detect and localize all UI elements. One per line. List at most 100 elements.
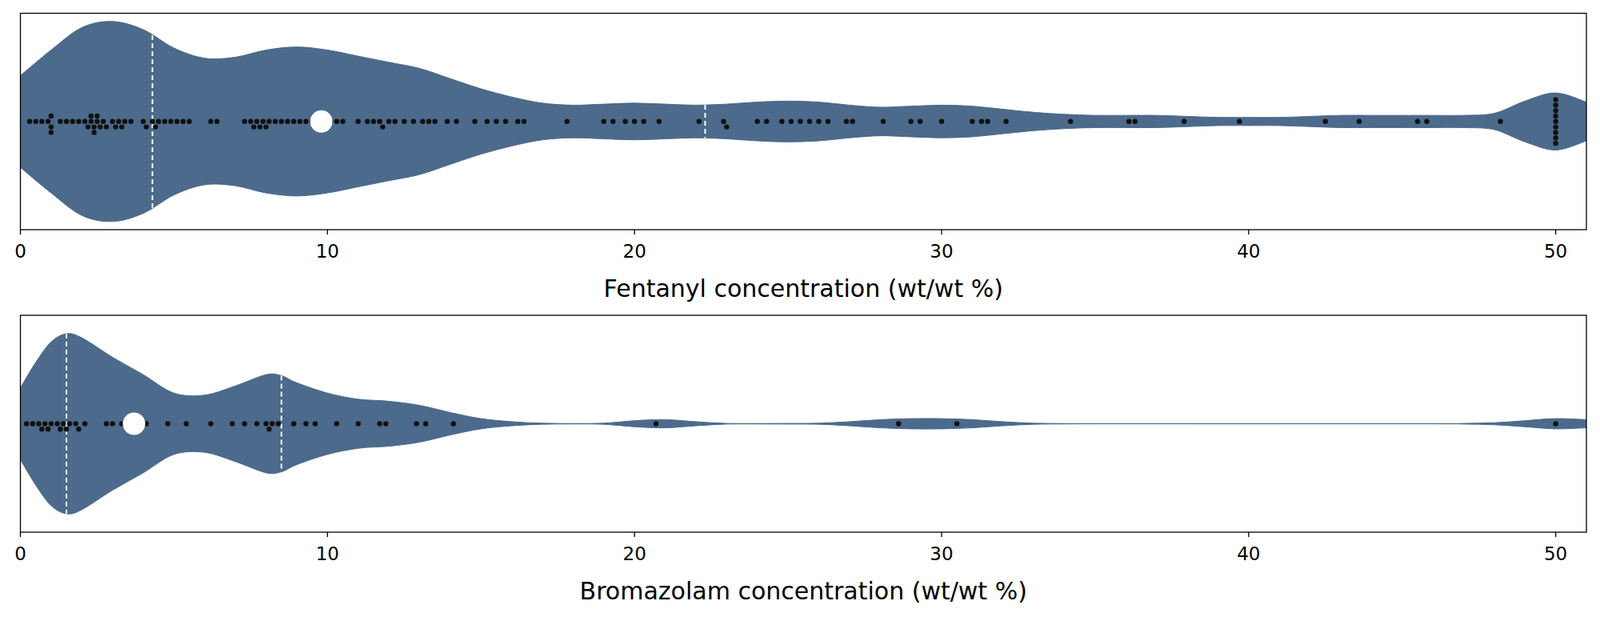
data-point bbox=[27, 119, 32, 124]
data-point bbox=[1236, 119, 1242, 124]
data-point bbox=[386, 119, 392, 124]
data-point bbox=[472, 119, 477, 124]
x-tick-label: 50 bbox=[1544, 240, 1568, 262]
data-point bbox=[383, 420, 388, 426]
data-point bbox=[184, 420, 189, 426]
x-tick-label: 40 bbox=[1236, 543, 1260, 564]
median-marker bbox=[310, 110, 333, 133]
data-point bbox=[67, 420, 72, 426]
data-point bbox=[165, 420, 171, 426]
background bbox=[0, 0, 1600, 621]
data-point bbox=[279, 119, 284, 124]
data-point bbox=[122, 119, 128, 124]
data-point bbox=[91, 129, 96, 135]
chart: 01020304050Bromazolam concentration (wt/… bbox=[14, 315, 1587, 605]
data-point bbox=[423, 420, 428, 426]
data-point bbox=[291, 119, 296, 124]
x-tick-label: 30 bbox=[929, 240, 953, 262]
data-point bbox=[149, 119, 155, 124]
data-point bbox=[954, 420, 960, 426]
x-tick-label: 20 bbox=[623, 240, 647, 262]
x-tick-label: 0 bbox=[14, 240, 27, 262]
data-point bbox=[54, 420, 60, 426]
data-point bbox=[503, 119, 508, 124]
data-point bbox=[764, 119, 769, 124]
data-point bbox=[411, 119, 416, 124]
data-point bbox=[64, 426, 69, 432]
data-point bbox=[82, 119, 88, 124]
data-point bbox=[521, 119, 527, 124]
data-point bbox=[45, 426, 51, 432]
data-point bbox=[104, 124, 109, 129]
data-point bbox=[1497, 119, 1503, 124]
data-point bbox=[1323, 119, 1328, 124]
data-point bbox=[241, 420, 247, 426]
data-point bbox=[696, 119, 702, 124]
data-point bbox=[969, 119, 975, 124]
data-point bbox=[979, 119, 984, 124]
data-point bbox=[186, 119, 192, 124]
x-tick bbox=[20, 532, 21, 537]
data-point bbox=[144, 124, 149, 129]
data-point bbox=[444, 119, 450, 124]
data-point bbox=[334, 119, 340, 124]
data-point bbox=[371, 119, 376, 124]
data-point bbox=[57, 426, 63, 432]
axes-frame bbox=[20, 315, 1588, 532]
data-point bbox=[1552, 129, 1558, 135]
data-point bbox=[48, 124, 54, 129]
x-tick bbox=[940, 229, 942, 235]
data-point bbox=[816, 119, 821, 124]
data-point bbox=[57, 119, 63, 124]
x-tick bbox=[1248, 532, 1249, 537]
data-point bbox=[376, 119, 382, 124]
data-point bbox=[97, 124, 103, 129]
x-tick-label: 10 bbox=[316, 240, 340, 262]
data-point bbox=[156, 119, 161, 124]
data-point bbox=[24, 420, 29, 426]
data-point bbox=[140, 119, 146, 124]
data-point bbox=[1552, 113, 1558, 119]
data-point bbox=[653, 420, 659, 426]
chart: 01020304050Fentanyl concentration (wt/wt… bbox=[14, 13, 1587, 303]
data-point bbox=[515, 119, 520, 124]
data-point bbox=[356, 119, 361, 124]
median-marker bbox=[123, 412, 146, 436]
data-point bbox=[269, 420, 275, 426]
data-point bbox=[168, 119, 173, 124]
data-point bbox=[152, 124, 158, 129]
data-point bbox=[260, 119, 266, 124]
data-point bbox=[263, 420, 268, 426]
data-point bbox=[984, 119, 990, 124]
data-point bbox=[720, 119, 726, 124]
data-point bbox=[48, 420, 54, 426]
plot-area bbox=[20, 21, 1588, 222]
data-point bbox=[104, 420, 109, 426]
data-point bbox=[119, 124, 124, 129]
x-axis-label: Fentanyl concentration (wt/wt %) bbox=[604, 274, 1004, 303]
data-point bbox=[254, 420, 260, 426]
data-point bbox=[266, 426, 272, 432]
data-point bbox=[426, 119, 432, 124]
data-point bbox=[849, 119, 855, 124]
data-point bbox=[420, 119, 425, 124]
data-point bbox=[208, 420, 213, 426]
data-point bbox=[76, 426, 81, 432]
data-point bbox=[32, 119, 38, 124]
data-point bbox=[88, 119, 94, 124]
data-point bbox=[1415, 119, 1420, 124]
data-point bbox=[297, 119, 303, 124]
data-point bbox=[334, 420, 340, 426]
data-point bbox=[632, 119, 637, 124]
data-point bbox=[493, 119, 499, 124]
data-point bbox=[1552, 420, 1558, 426]
data-point bbox=[1424, 119, 1429, 124]
data-point bbox=[263, 124, 268, 129]
violin bbox=[20, 21, 1588, 222]
data-point bbox=[48, 129, 54, 135]
data-point bbox=[1126, 119, 1132, 124]
data-point bbox=[939, 119, 944, 124]
x-axis-label: Bromazolam concentration (wt/wt %) bbox=[580, 576, 1028, 605]
data-point bbox=[356, 420, 361, 426]
data-point bbox=[1552, 119, 1558, 124]
